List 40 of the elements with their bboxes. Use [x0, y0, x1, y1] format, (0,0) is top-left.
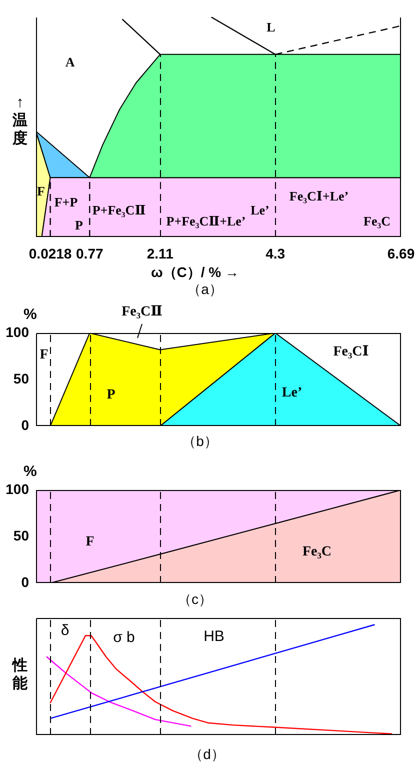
annotation: P	[106, 388, 116, 403]
text: （d）	[189, 746, 225, 762]
x-tick-label: 6.69	[387, 245, 415, 262]
annotation: Fe₃C	[364, 213, 390, 228]
annotation: Fe₃CⅠ+Le’	[289, 188, 349, 204]
y-tick-label: 50	[13, 370, 30, 386]
x-tick-label: 2.11	[146, 245, 174, 262]
x-axis-title: ω（C）/ % →	[150, 264, 240, 280]
annotation: F	[40, 348, 48, 363]
y-tick-label: 0	[21, 416, 30, 433]
annotation: Le’	[282, 386, 302, 401]
annotation: F+P	[54, 194, 78, 210]
annotation: Le’	[250, 202, 270, 218]
y-tick-label: 100	[6, 324, 30, 340]
annotation: Fe₃CⅠ	[333, 344, 369, 360]
x-tick-label: 0.0218	[28, 245, 72, 262]
annotation: L	[266, 19, 276, 34]
annotation: P+Fe₃CⅡ	[92, 202, 146, 218]
y-tick-label: 50	[13, 527, 30, 544]
y-axis-title: ↑温度	[11, 94, 28, 148]
y-tick-label: 100	[6, 480, 30, 497]
annotation: F	[37, 183, 46, 198]
annotation: HB	[204, 628, 224, 646]
annotation: P+Fe₃CⅡ+Le’	[166, 213, 246, 228]
x-tick-label: 0.77	[76, 245, 104, 262]
annotation: Fe₃C	[302, 544, 332, 560]
y-axis-title: 性能	[11, 656, 28, 692]
annotation: A	[65, 54, 76, 70]
text: （c）	[178, 590, 212, 607]
text: （a）	[187, 280, 223, 297]
text: Fe₃CⅡ	[122, 304, 163, 320]
annotation: P	[75, 217, 84, 232]
y-tick-label: 0	[21, 574, 30, 590]
text: （b）	[182, 432, 218, 449]
y-axis-title: %	[24, 306, 37, 324]
annotation: δ	[60, 622, 70, 640]
x-tick-label: 4.3	[266, 245, 286, 262]
annotation: F	[86, 534, 94, 550]
annotation: σ b	[113, 629, 135, 646]
y-axis-title: %	[24, 463, 37, 481]
